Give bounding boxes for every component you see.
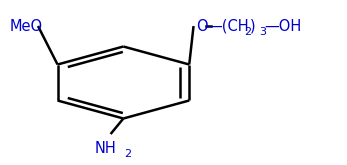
Text: —(CH: —(CH: [208, 18, 249, 33]
Text: —OH: —OH: [265, 18, 302, 33]
Text: NH: NH: [95, 141, 117, 156]
Text: 2: 2: [125, 149, 132, 160]
Text: 3: 3: [259, 27, 266, 37]
Text: ): ): [250, 18, 256, 33]
Text: MeO: MeO: [9, 18, 42, 33]
Text: 2: 2: [244, 27, 252, 37]
Text: O: O: [196, 18, 208, 33]
